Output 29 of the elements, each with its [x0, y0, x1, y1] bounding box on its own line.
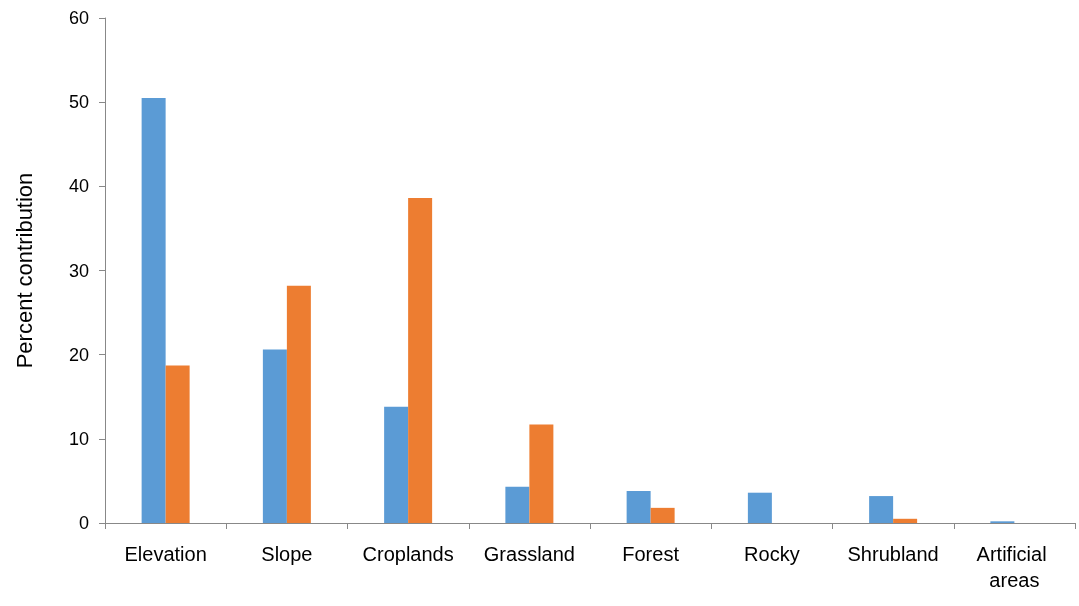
bar	[141, 97, 166, 523]
y-tick-label: 10	[68, 428, 89, 449]
y-tick-label: 20	[68, 344, 89, 365]
bar	[384, 406, 409, 523]
x-tick-label: Elevation	[124, 543, 207, 565]
bar	[869, 496, 894, 523]
bar	[626, 491, 651, 523]
x-tick-label: Slope	[261, 543, 313, 565]
bar	[286, 285, 311, 523]
y-tick-label: 50	[68, 92, 89, 113]
x-tick-label: Rocky	[744, 543, 800, 565]
bar	[262, 349, 287, 523]
bar	[529, 424, 554, 523]
bar	[650, 507, 675, 523]
y-tick-label: 30	[68, 260, 89, 281]
y-tick-label: 0	[78, 513, 89, 533]
x-tick-label: Shrubland	[847, 543, 939, 565]
y-axis-title: Percent contribution	[11, 172, 37, 369]
x-tick-label: Forest	[622, 543, 680, 565]
bar	[505, 486, 530, 523]
bar	[165, 365, 190, 523]
x-tick-label: Grassland	[483, 543, 575, 565]
x-tick-label: Croplands	[362, 543, 454, 565]
bar	[408, 198, 433, 523]
bar	[747, 492, 772, 523]
bar	[893, 518, 918, 523]
y-tick-label: 40	[68, 176, 89, 197]
y-tick-label: 60	[68, 8, 89, 28]
x-tick-label: Artificial areas	[976, 543, 1053, 591]
